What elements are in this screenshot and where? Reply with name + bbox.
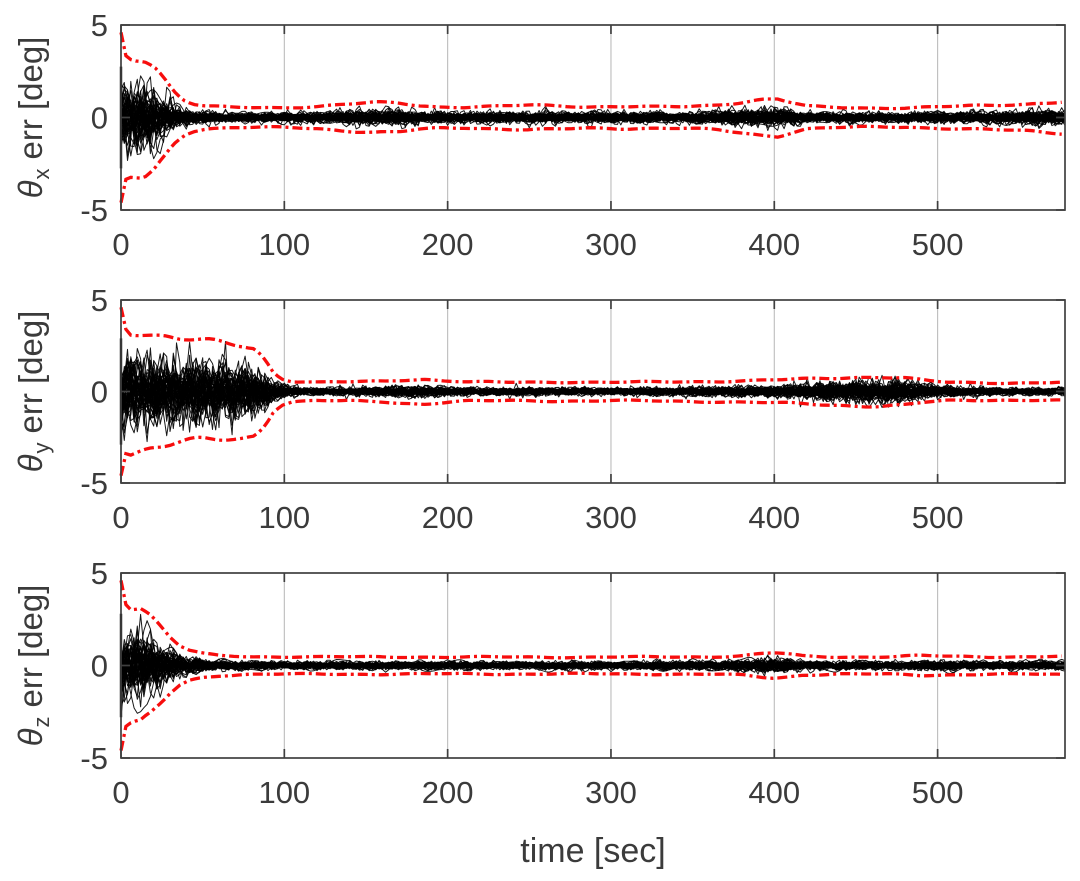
x-tick-label: 400 — [748, 775, 800, 810]
ensemble-trajectory — [120, 638, 1066, 704]
sigma-bound-lower — [119, 124, 1062, 203]
y-tick-label: 0 — [91, 649, 108, 684]
y-tick-label: 0 — [91, 101, 108, 136]
tick-marks — [120, 299, 1065, 484]
y-tick-label: 5 — [91, 8, 108, 43]
tick-marks — [120, 572, 1065, 759]
y-tick-label: -5 — [80, 193, 108, 228]
tick-marks — [120, 24, 1065, 211]
ensemble-trajectory — [120, 85, 1066, 155]
ensemble-trajectory — [120, 347, 1066, 433]
x-tick-label: 200 — [422, 775, 474, 810]
ensemble-trajectory — [120, 75, 1066, 135]
sigma-bound-upper — [119, 32, 1062, 111]
monte-carlo-ensemble — [119, 66, 1066, 169]
ensemble-trajectory — [120, 629, 1066, 690]
x-tick-label: 300 — [585, 500, 637, 535]
x-tick-label: 500 — [912, 227, 964, 262]
y-tick-label: -5 — [80, 466, 108, 501]
ensemble-trajectory — [120, 643, 1066, 686]
x-tick-label: 400 — [748, 500, 800, 535]
y-axis-label: θyerr [deg] — [12, 311, 54, 473]
sigma-bound-upper — [119, 580, 1062, 660]
x-tick-label: 500 — [912, 775, 964, 810]
x-tick-label: 100 — [258, 775, 310, 810]
y-tick-label: 5 — [91, 283, 108, 318]
x-axis-label: time [sec] — [520, 832, 665, 870]
ensemble-trajectory — [120, 104, 1066, 133]
x-tick-label: 100 — [258, 227, 310, 262]
monte-carlo-ensemble — [119, 338, 1066, 445]
ensemble-trajectory — [120, 652, 1066, 700]
x-tick-label: 0 — [112, 227, 129, 262]
ensemble-trajectory — [120, 378, 1066, 408]
y-tick-label: 5 — [91, 556, 108, 591]
ensemble-trajectory — [120, 625, 1066, 693]
x-tick-label: 500 — [912, 500, 964, 535]
x-tick-label: 0 — [112, 500, 129, 535]
x-tick-label: 200 — [422, 500, 474, 535]
sigma-bound-lower — [119, 398, 1062, 477]
x-tick-label: 0 — [112, 775, 129, 810]
x-tick-label: 200 — [422, 227, 474, 262]
y-tick-label: 0 — [91, 375, 108, 410]
y-axis-label: θzerr [deg] — [12, 585, 54, 747]
monte-carlo-ensemble — [119, 613, 1066, 718]
sigma-bound-upper — [119, 306, 1062, 386]
x-tick-label: 300 — [585, 227, 637, 262]
sigma-bound-lower — [119, 671, 1062, 751]
x-tick-label: 300 — [585, 775, 637, 810]
y-tick-label: -5 — [80, 741, 108, 776]
x-tick-label: 100 — [258, 500, 310, 535]
ensemble-trajectory — [120, 85, 1066, 136]
x-tick-label: 400 — [748, 227, 800, 262]
y-axis-label: θxerr [deg] — [12, 37, 54, 199]
ensemble-trajectory — [120, 641, 1066, 686]
